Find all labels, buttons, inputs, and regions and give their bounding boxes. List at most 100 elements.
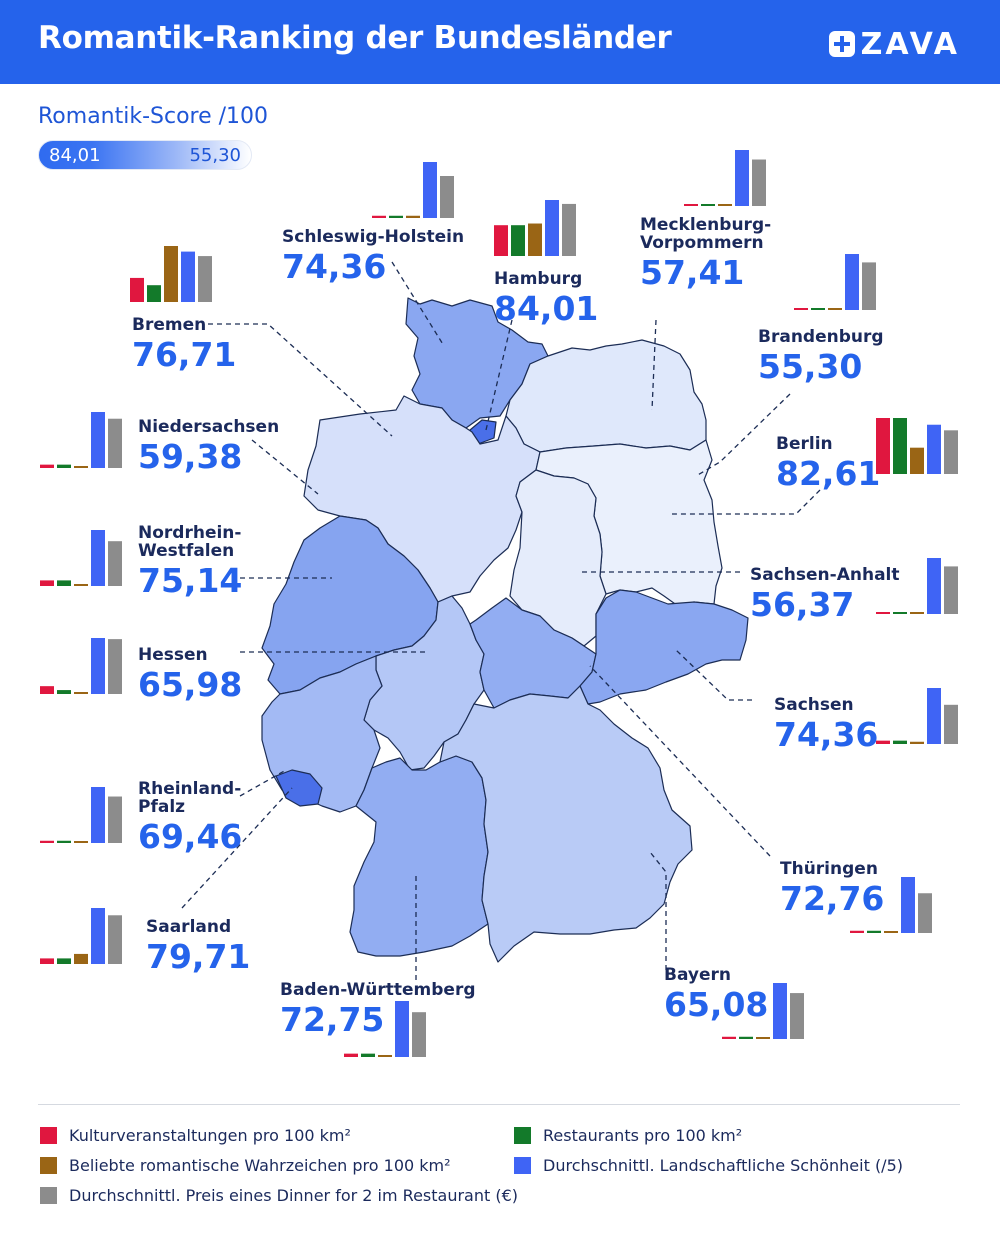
leader-line-hb <box>208 323 393 437</box>
bar-hh-preis <box>562 203 576 256</box>
bar-group-th <box>850 877 932 933</box>
bar-hb-landschaft <box>181 251 195 302</box>
bar-by-preis <box>790 993 804 1039</box>
bar-group-hh <box>494 200 576 256</box>
bar-be-preis <box>944 430 958 474</box>
bar-hb-preis <box>198 256 212 302</box>
bar-sl-wahrzeichen <box>74 953 88 964</box>
bar-mv-wahrzeichen <box>718 204 732 206</box>
legend-swatch-landschaft <box>514 1157 531 1174</box>
bar-th-kultur <box>850 930 864 933</box>
bar-mv-kultur <box>684 204 698 206</box>
bar-bb-preis <box>862 262 876 310</box>
state-score-mv: 57,41 <box>640 253 744 292</box>
state-score-by: 65,08 <box>664 985 768 1024</box>
state-name-hb: Bremen <box>132 315 206 335</box>
legend-item-wahrzeichen: Beliebte romantische Wahrzeichen pro 100… <box>40 1156 451 1175</box>
bar-group-he <box>40 638 122 694</box>
bar-ni-wahrzeichen <box>74 466 88 468</box>
bar-group-bb <box>794 254 876 310</box>
bar-rp-kultur <box>40 840 54 843</box>
bar-group-be <box>876 418 958 474</box>
bar-group-sh <box>372 162 454 218</box>
score-scale-title: Romantik-Score /100 <box>38 104 269 129</box>
state-score-ni: 59,38 <box>138 437 242 476</box>
bar-group-sl <box>40 908 122 964</box>
bar-sn-wahrzeichen <box>910 741 924 744</box>
zava-logo: ZAVA <box>828 27 960 62</box>
state-shape-saarland <box>275 769 323 807</box>
bar-group-sn <box>876 688 958 744</box>
legend-label-wahrzeichen: Beliebte romantische Wahrzeichen pro 100… <box>69 1156 451 1175</box>
header: Romantik-Ranking der Bundesländer ZAVA <box>0 0 1000 84</box>
state-name-bw: Baden-Württemberg <box>280 980 476 1000</box>
bar-bb-wahrzeichen <box>828 308 842 310</box>
bar-sn-landschaft <box>927 688 941 744</box>
legend-swatch-kultur <box>40 1127 57 1144</box>
bar-rp-landschaft <box>91 787 105 843</box>
leader-line-mv <box>651 319 657 411</box>
bar-rp-restaurants <box>57 840 71 843</box>
state-score-th: 72,76 <box>780 879 884 918</box>
bar-by-landschaft <box>773 983 787 1039</box>
bar-rp-preis <box>108 796 122 843</box>
leader-line-sl <box>181 787 293 909</box>
state-score-bb: 55,30 <box>758 347 862 386</box>
bar-nw-restaurants <box>57 580 71 586</box>
bar-mv-restaurants <box>701 204 715 206</box>
bar-ni-restaurants <box>57 464 71 468</box>
bar-group-by <box>722 983 804 1039</box>
state-name-sh: Schleswig-Holstein <box>282 227 464 247</box>
legend-item-landschaft: Durchschnittl. Landschaftliche Schönheit… <box>514 1156 903 1175</box>
bar-sh-preis <box>440 176 454 218</box>
bar-nw-preis <box>108 541 122 586</box>
bar-bw-restaurants <box>361 1053 375 1057</box>
state-score-sh: 74,36 <box>282 247 386 286</box>
bar-group-ni <box>40 412 122 468</box>
state-score-nw: 75,14 <box>138 561 242 600</box>
bar-sl-kultur <box>40 958 54 964</box>
bar-he-landschaft <box>91 638 105 694</box>
bar-ni-kultur <box>40 464 54 468</box>
leader-line-sh <box>391 261 445 347</box>
state-name-rp: Rheinland-Pfalz <box>138 779 241 817</box>
bar-nw-landschaft <box>91 530 105 586</box>
bar-be-restaurants <box>893 418 907 474</box>
scale-max-label: 84,01 <box>49 145 101 166</box>
state-shape-baden-wuerttemberg <box>349 755 489 957</box>
leader-line-sn <box>675 649 752 701</box>
bar-hb-restaurants <box>147 285 161 302</box>
leader-line-be <box>672 489 821 515</box>
leader-lines <box>181 261 821 980</box>
state-score-bw: 72,75 <box>280 1000 384 1039</box>
state-score-hh: 84,01 <box>494 289 598 328</box>
state-name-sn: Sachsen <box>774 695 854 715</box>
bar-st-restaurants <box>893 612 907 614</box>
legend-label-restaurants: Restaurants pro 100 km² <box>543 1126 743 1145</box>
bar-nw-wahrzeichen <box>74 584 88 586</box>
score-color-scale: 84,01 55,30 <box>38 140 252 170</box>
state-score-st: 56,37 <box>750 585 854 624</box>
bar-st-kultur <box>876 612 890 614</box>
bar-group-bw <box>344 1001 426 1057</box>
plus-icon <box>828 31 855 57</box>
state-name-bb: Brandenburg <box>758 327 884 347</box>
state-name-sl: Saarland <box>146 917 231 937</box>
state-name-he: Hessen <box>138 645 208 665</box>
legend-item-restaurants: Restaurants pro 100 km² <box>514 1126 742 1145</box>
state-score-be: 82,61 <box>776 454 880 493</box>
bar-mv-preis <box>752 159 766 206</box>
state-score-hb: 76,71 <box>132 335 236 374</box>
scale-min-label: 55,30 <box>189 145 241 166</box>
bar-st-landschaft <box>927 558 941 614</box>
state-name-nw: Nordrhein-Westfalen <box>138 523 241 561</box>
bar-ni-preis <box>108 418 122 468</box>
legend-divider <box>38 1104 960 1105</box>
bar-sl-restaurants <box>57 958 71 964</box>
state-name-ni: Niedersachsen <box>138 417 279 437</box>
bar-sl-landschaft <box>91 908 105 964</box>
bar-sh-restaurants <box>389 215 403 218</box>
bar-group-hb <box>130 246 212 302</box>
